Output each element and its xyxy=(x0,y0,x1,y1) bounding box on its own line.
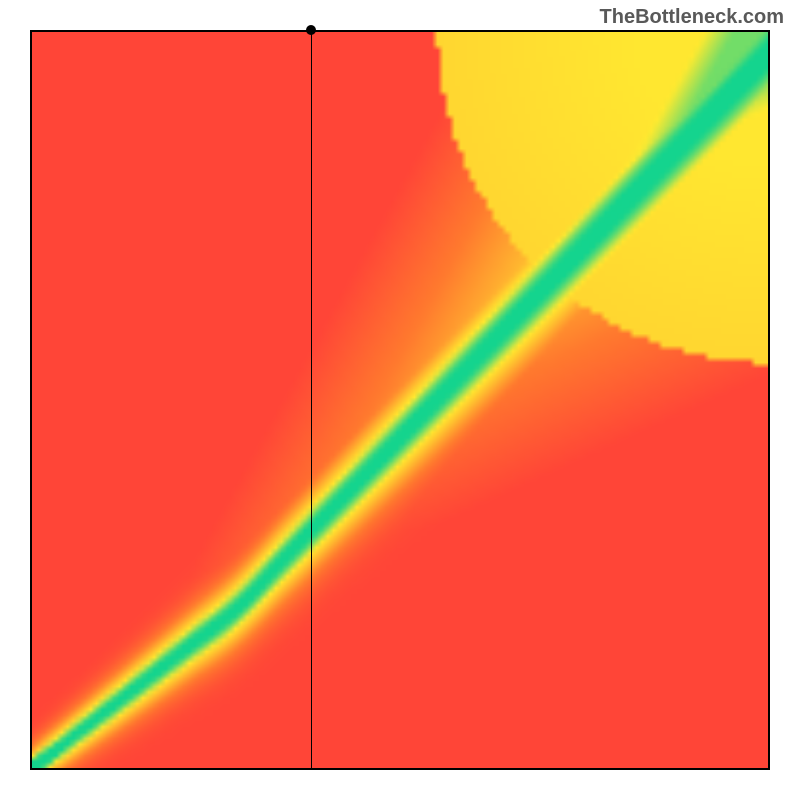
heatmap-canvas xyxy=(30,30,770,770)
bottleneck-heatmap xyxy=(30,30,770,770)
watermark-text: TheBottleneck.com xyxy=(600,6,784,29)
